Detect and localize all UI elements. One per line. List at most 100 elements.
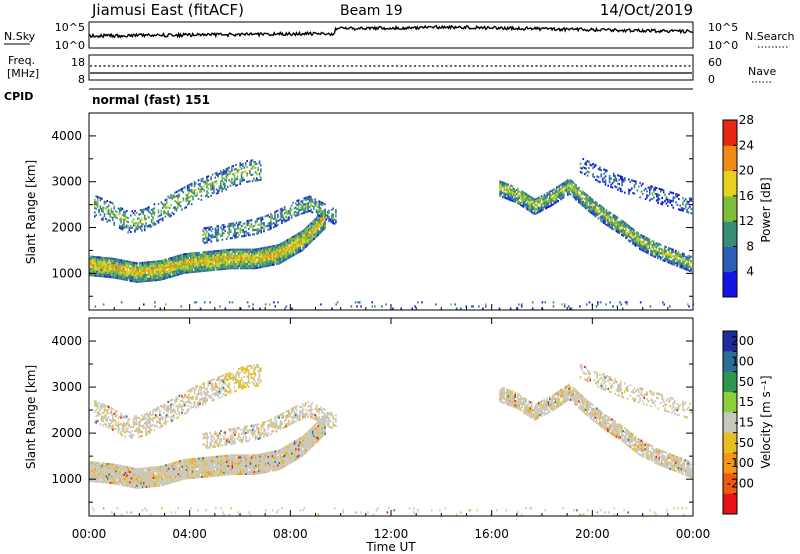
heatmap-cell <box>203 255 206 258</box>
heatmap-cell <box>317 217 319 220</box>
heatmap-cell <box>228 462 231 465</box>
heatmap-cell <box>233 176 236 179</box>
heatmap-cell <box>234 258 236 261</box>
heatmap-cell <box>107 204 110 207</box>
heatmap-cell <box>248 254 250 257</box>
heatmap-cell <box>307 210 309 213</box>
heatmap-cell <box>205 460 207 463</box>
heatmap-cell <box>246 219 249 222</box>
heatmap-cell <box>260 216 262 219</box>
heatmap-cell <box>321 229 324 232</box>
heatmap-cell <box>187 468 189 471</box>
heatmap-cell <box>232 222 235 225</box>
heatmap-cell <box>525 203 528 206</box>
heatmap-cell <box>571 184 573 187</box>
heatmap-cell <box>140 264 142 267</box>
heatmap-cell <box>280 253 282 256</box>
heatmap-cell <box>594 200 597 203</box>
heatmap-cell <box>625 228 627 231</box>
heatmap-cell <box>214 231 217 234</box>
heatmap-cell <box>576 195 579 198</box>
heatmap-cell <box>257 252 260 255</box>
heatmap-cell <box>122 265 124 268</box>
heatmap-cell <box>118 271 120 274</box>
heatmap-cell <box>302 246 304 249</box>
heatmap-cell <box>266 254 268 257</box>
heatmap-cell <box>183 263 185 266</box>
heatmap-cell <box>103 202 106 205</box>
heatmap-cell <box>651 191 654 194</box>
heatmap-cell <box>567 181 569 184</box>
heatmap-cell <box>175 209 178 212</box>
heatmap-cell <box>297 207 300 210</box>
heatmap-cell <box>210 194 212 197</box>
heatmap-cell <box>625 222 627 225</box>
heatmap-cell <box>319 211 322 214</box>
heatmap-cell <box>627 239 630 242</box>
heatmap-cell <box>208 259 210 262</box>
heatmap-cell <box>148 273 151 276</box>
heatmap-cell <box>556 200 558 203</box>
heatmap-cell <box>129 475 131 478</box>
heatmap-cell <box>119 473 122 476</box>
heatmap-cell <box>228 458 231 461</box>
heatmap-cell <box>598 212 601 215</box>
heatmap-cell <box>219 459 221 462</box>
heatmap-cell <box>167 214 169 217</box>
heatmap-cell <box>205 263 207 266</box>
heatmap-cell <box>237 248 239 251</box>
heatmap-cell <box>112 266 115 269</box>
heatmap-cell <box>158 272 160 275</box>
heatmap-cell <box>285 219 287 222</box>
heatmap-cell <box>316 222 318 225</box>
heatmap-cell <box>143 473 145 476</box>
heatmap-cell <box>202 475 205 478</box>
heatmap-cell <box>158 484 160 487</box>
heatmap-cell <box>599 181 601 184</box>
heatmap-cell <box>159 262 162 265</box>
heatmap-cell <box>160 209 163 212</box>
heatmap-cell <box>630 229 633 232</box>
heatmap-cell <box>226 185 229 188</box>
heatmap-cell <box>524 194 526 197</box>
heatmap-cell <box>151 277 153 280</box>
heatmap-cell <box>141 217 143 220</box>
heatmap-cell <box>562 192 565 195</box>
heatmap-cell <box>181 208 183 211</box>
heatmap-cell <box>243 170 246 173</box>
heatmap-cell <box>187 462 189 465</box>
heatmap-cell <box>306 240 308 243</box>
heatmap-cell <box>556 196 558 199</box>
heatmap-cell <box>149 485 152 488</box>
heatmap-cell <box>218 189 221 192</box>
heatmap-cell <box>177 196 179 199</box>
heatmap-cell <box>116 470 119 473</box>
heatmap-cell <box>215 171 218 174</box>
heatmap-cell <box>174 268 177 271</box>
heatmap-cell <box>217 457 220 460</box>
heatmap-cell <box>317 221 319 224</box>
heatmap-cell <box>233 261 235 264</box>
heatmap-cell <box>502 185 504 188</box>
heatmap-cell <box>304 209 307 212</box>
heatmap-cell <box>549 205 551 208</box>
heatmap-cell <box>190 260 192 263</box>
heatmap-cell <box>104 273 106 276</box>
heatmap-cell <box>238 168 240 171</box>
heatmap-cell <box>318 206 321 209</box>
heatmap-cell <box>321 210 323 213</box>
heatmap-cell <box>601 216 604 219</box>
heatmap-cell <box>185 469 188 472</box>
heatmap-cell <box>267 264 270 267</box>
heatmap-cell <box>181 465 184 468</box>
heatmap-cell <box>239 265 242 268</box>
heatmap-cell <box>213 466 216 469</box>
heatmap-cell <box>225 169 228 172</box>
heatmap-cell <box>153 221 156 224</box>
heatmap-cell <box>125 278 127 281</box>
heatmap-cell <box>93 467 95 470</box>
heatmap-cell <box>113 472 116 475</box>
heatmap-cell <box>108 463 110 466</box>
heatmap-cell <box>101 470 104 473</box>
heatmap-cell <box>621 225 623 228</box>
